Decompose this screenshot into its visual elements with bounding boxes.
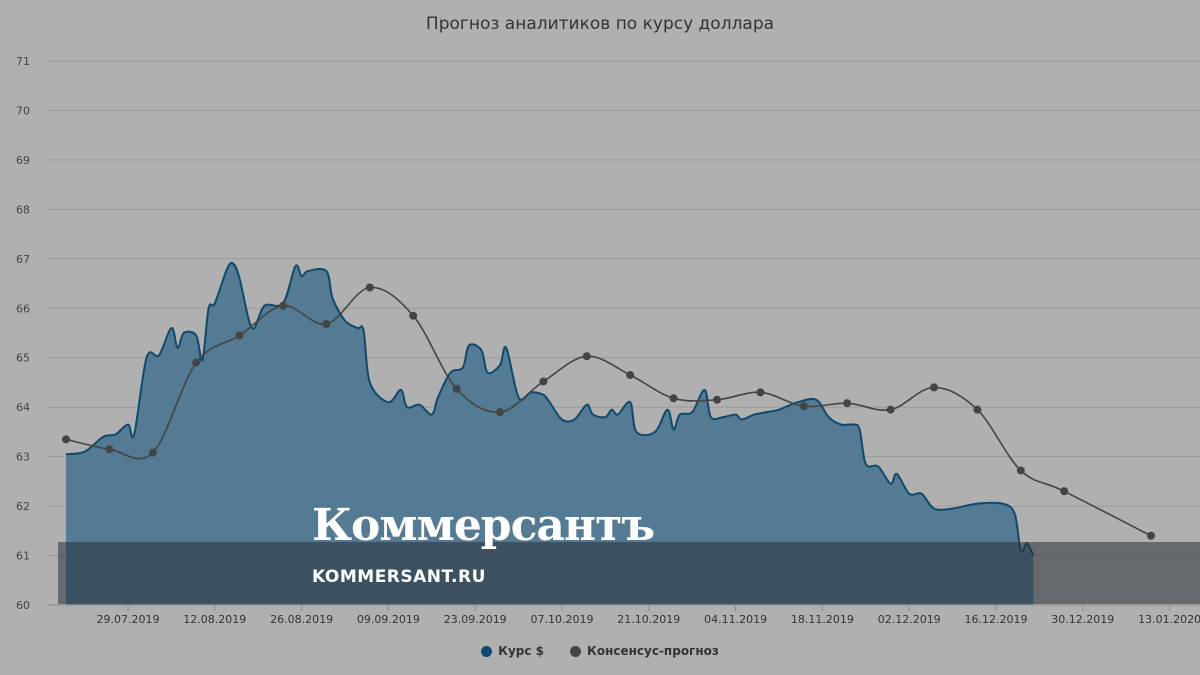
- axis-layer: 60 61 62 63 64 65 66 67 68 69 70 71 29.07.2019 12.08.…: [16, 55, 1200, 626]
- consensus-point[interactable]: [235, 331, 244, 340]
- consensus-point[interactable]: [539, 377, 548, 386]
- y-tick-label: 66: [16, 302, 30, 315]
- x-tick-label: 30.12.2019: [1051, 613, 1114, 626]
- consensus-point[interactable]: [148, 448, 157, 457]
- x-tick-label: 18.11.2019: [791, 613, 854, 626]
- x-tick-label: 13.01.2020: [1138, 613, 1200, 626]
- legend-marker-rate-icon: [481, 645, 493, 657]
- x-tick-label: 09.09.2019: [357, 613, 420, 626]
- x-tick-label: 04.11.2019: [704, 613, 767, 626]
- consensus-point[interactable]: [1016, 466, 1025, 475]
- consensus-point[interactable]: [322, 320, 331, 329]
- y-tick-label: 62: [16, 500, 30, 513]
- rate-area-fill: [66, 262, 1034, 605]
- consensus-point[interactable]: [365, 283, 374, 292]
- x-tick-label: 12.08.2019: [183, 613, 246, 626]
- y-tick-label: 68: [16, 203, 30, 216]
- consensus-point[interactable]: [930, 383, 938, 392]
- y-tick-label: 61: [16, 550, 30, 563]
- chart-legend: Курс $ Консенсус-прогноз: [0, 644, 1200, 658]
- consensus-point[interactable]: [452, 384, 461, 393]
- y-tick-label: 65: [16, 352, 30, 365]
- x-tick-label: 26.08.2019: [270, 613, 333, 626]
- legend-label-rate: Курс $: [498, 644, 545, 658]
- y-tick-label: 60: [16, 599, 30, 612]
- consensus-line-layer: [62, 283, 1155, 540]
- x-tick-label: 21.10.2019: [617, 613, 680, 626]
- kommersant-url: KOMMERSANT.RU: [312, 567, 486, 587]
- y-tick-label: 69: [16, 154, 30, 167]
- consensus-point[interactable]: [843, 399, 852, 408]
- legend-item-rate[interactable]: Курс $: [481, 644, 544, 658]
- y-tick-label: 67: [16, 253, 30, 266]
- consensus-point[interactable]: [279, 301, 287, 310]
- watermark-band: [58, 542, 1200, 604]
- y-tick-label: 63: [16, 451, 30, 464]
- legend-item-consensus[interactable]: Консенсус-прогноз: [570, 644, 719, 658]
- consensus-point[interactable]: [1147, 531, 1155, 540]
- consensus-point[interactable]: [62, 435, 70, 444]
- consensus-point[interactable]: [799, 402, 808, 411]
- consensus-point[interactable]: [756, 388, 765, 397]
- chart-title: Прогноз аналитиков по курсу доллара: [425, 14, 775, 34]
- consensus-point[interactable]: [669, 394, 678, 403]
- consensus-point[interactable]: [192, 358, 201, 367]
- legend-marker-consensus-icon: [570, 645, 582, 657]
- consensus-point[interactable]: [582, 352, 591, 361]
- x-tick-label: 07.10.2019: [531, 613, 594, 626]
- consensus-point[interactable]: [886, 405, 895, 414]
- consensus-point[interactable]: [105, 445, 114, 454]
- y-tick-label: 71: [16, 55, 30, 68]
- legend-label-consensus: Консенсус-прогноз: [587, 644, 719, 658]
- consensus-point[interactable]: [1060, 487, 1069, 496]
- consensus-point[interactable]: [973, 405, 982, 414]
- x-tick-label: 23.09.2019: [444, 613, 507, 626]
- x-tick-label: 29.07.2019: [97, 613, 160, 626]
- kommersant-logo: Коммерсантъ: [312, 500, 655, 551]
- y-tick-label: 70: [16, 104, 30, 117]
- consensus-point[interactable]: [626, 371, 635, 380]
- y-tick-label: 64: [16, 401, 30, 414]
- x-tick-label: 02.12.2019: [878, 613, 941, 626]
- consensus-point[interactable]: [496, 408, 504, 417]
- consensus-point[interactable]: [409, 311, 418, 320]
- consensus-point[interactable]: [713, 395, 721, 404]
- x-tick-label: 16.12.2019: [965, 613, 1028, 626]
